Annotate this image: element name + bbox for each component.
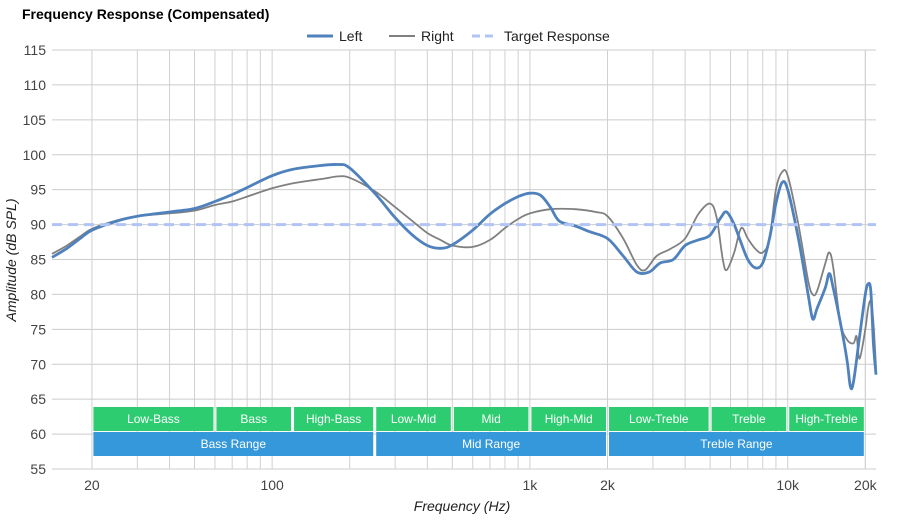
series-line-right xyxy=(51,168,877,368)
series-line-left xyxy=(51,163,878,391)
y-tick-label: 95 xyxy=(30,182,46,198)
band-bar xyxy=(93,407,214,431)
band-bar xyxy=(609,407,709,431)
legend-label-right: Right xyxy=(421,28,454,44)
x-tick-label: 20 xyxy=(84,477,100,493)
y-tick-label: 110 xyxy=(24,77,47,93)
range-label: Treble Range xyxy=(700,437,773,451)
band-bar xyxy=(789,407,864,431)
y-tick-label: 65 xyxy=(30,391,46,407)
y-tick-label: 55 xyxy=(30,461,46,477)
band-bar xyxy=(216,407,292,431)
y-tick-label: 70 xyxy=(30,356,46,372)
band-label: Bass xyxy=(240,412,267,426)
band-label: Low-Mid xyxy=(391,412,436,426)
x-tick-label: 10k xyxy=(776,477,800,493)
band-bar xyxy=(294,407,374,431)
x-tick-label: 100 xyxy=(260,477,284,493)
range-label: Bass Range xyxy=(201,437,267,451)
band-label: High-Bass xyxy=(306,412,361,426)
x-axis-ticks: 20 100 1k 2k 10k 20k xyxy=(84,477,877,493)
band-label: Low-Bass xyxy=(127,412,180,426)
y-tick-label: 100 xyxy=(23,147,47,163)
legend: Left Right Target Response xyxy=(307,28,610,44)
range-label: Mid Range xyxy=(462,437,520,451)
y-tick-label: 115 xyxy=(24,42,47,58)
frequency-bands: Low-Bass Bass High-Bass Low-Mid Mid High-Mid L… xyxy=(93,407,864,456)
y-axis-ticks: 55 60 65 70 75 80 85 90 95 100 105 110 115 xyxy=(23,42,47,477)
series-lines xyxy=(51,163,878,391)
band-bar xyxy=(376,407,451,431)
x-axis-label: Frequency (Hz) xyxy=(414,498,510,514)
band-label: Mid xyxy=(481,412,500,426)
band-label: High-Mid xyxy=(545,412,593,426)
range-bar xyxy=(376,432,607,456)
legend-label-target-response: Target Response xyxy=(504,28,610,44)
band-bar xyxy=(711,407,787,431)
band-bar xyxy=(531,407,607,431)
x-tick-label: 1k xyxy=(523,477,539,493)
range-bar xyxy=(93,432,374,456)
y-tick-label: 60 xyxy=(30,426,46,442)
legend-label-left: Left xyxy=(339,28,362,44)
y-tick-label: 105 xyxy=(23,112,47,128)
band-label: Low-Treble xyxy=(629,412,689,426)
gridlines xyxy=(52,49,876,470)
y-tick-label: 85 xyxy=(30,252,46,268)
chart-title: Frequency Response (Compensated) xyxy=(22,6,269,22)
x-tick-label: 2k xyxy=(600,477,616,493)
y-tick-label: 75 xyxy=(30,321,46,337)
x-tick-label: 20k xyxy=(854,477,878,493)
y-tick-label: 90 xyxy=(30,217,46,233)
band-label: Treble xyxy=(732,412,766,426)
band-bar xyxy=(453,407,529,431)
y-tick-label: 80 xyxy=(30,286,46,302)
range-bar xyxy=(609,432,864,456)
band-label: High-Treble xyxy=(795,412,858,426)
y-axis-label: Amplitude (dB SPL) xyxy=(3,199,19,323)
